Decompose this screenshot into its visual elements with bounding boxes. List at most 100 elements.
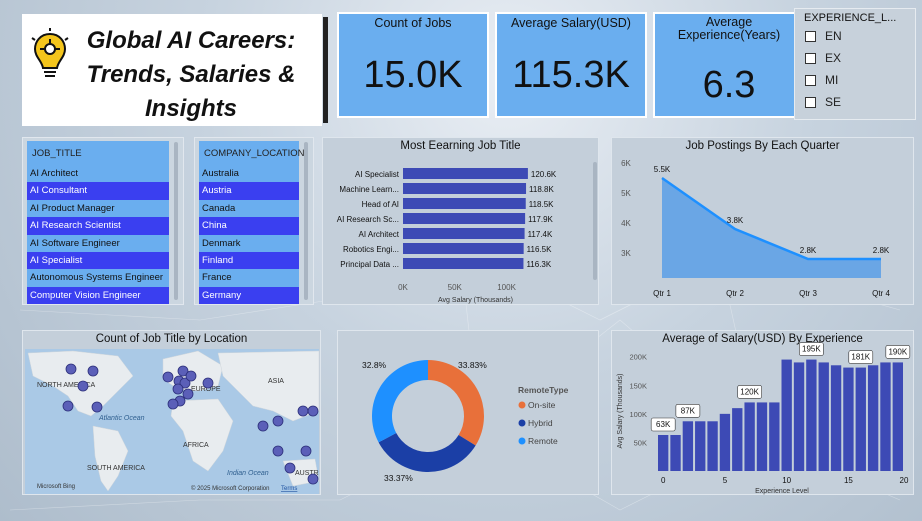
kpi-value: 15.0K <box>363 54 463 96</box>
company-location-option[interactable]: France <box>199 269 299 287</box>
company-location-option[interactable]: Germany <box>199 286 299 305</box>
column-bar <box>670 435 681 471</box>
column-bar <box>658 435 669 471</box>
job-title-slicer[interactable]: JOB_TITLE AI Architect AI Consultant AI Pr… <box>22 137 184 305</box>
title-line-3: Insights <box>144 95 237 122</box>
column-bar <box>732 408 743 471</box>
job-title-option[interactable]: AI Software Engineer <box>27 234 169 252</box>
data-label-box <box>799 342 824 356</box>
data-label-box <box>650 417 676 432</box>
slice-label-onsite: 33.83% <box>458 360 487 370</box>
company-location-option[interactable]: Finland <box>199 251 299 270</box>
map-label-south-america: SOUTH AMERICA <box>87 465 145 472</box>
x-tick-label: 100K <box>497 283 516 292</box>
bar <box>403 228 525 239</box>
job-title-option[interactable]: Computer Vision Engineer <box>27 286 169 305</box>
bar-data-label: 118.8K <box>529 185 554 194</box>
kpi-label: Count of Jobs <box>374 16 452 30</box>
slicer-option-en[interactable]: EN <box>795 26 915 46</box>
column-chart-svg: 200K 150K 100K 50K Avg Salary (Thousands) 63K… <box>617 342 911 495</box>
bar-data-label: 116.5K <box>527 245 552 254</box>
column-bar <box>880 362 891 471</box>
kpi-average-experience[interactable]: Average Experience(Years) 6.3 <box>653 12 805 118</box>
kpi-value: 115.3K <box>512 54 630 96</box>
checkbox[interactable] <box>805 96 816 108</box>
x-tick-label: 5 <box>723 476 728 485</box>
job-title-option[interactable]: AI Research Scientist <box>27 217 169 235</box>
kpi-count-of-jobs[interactable]: Count of Jobs 15.0K <box>337 12 489 118</box>
y-tick-label: 150K <box>629 381 647 390</box>
y-tick-label: 4K <box>621 219 631 228</box>
company-location-option[interactable]: Australia <box>199 165 299 183</box>
donut-slice <box>372 360 428 443</box>
checkbox[interactable] <box>805 30 816 42</box>
bar-category-label: Principal Data ... <box>340 260 399 269</box>
y-tick-label: 3K <box>621 249 631 258</box>
data-label: 3.8K <box>727 216 744 225</box>
title-line-1: Global AI Careers: <box>86 27 296 54</box>
column-bar <box>843 367 854 471</box>
column-bar <box>818 362 829 471</box>
area-fill <box>662 178 881 278</box>
x-tick-label: 0 <box>661 476 666 485</box>
y-axis-title: Avg Salary (Thousands) <box>617 374 624 449</box>
x-tick-label: Qtr 3 <box>799 289 817 298</box>
experience-level-slicer[interactable]: EXPERIENCE_L... EN EX MI SE <box>794 8 916 120</box>
area-chart-svg: 6K 5K 4K 3K 5.5K Qtr 1 3.8K Qtr 2 2.8K Qtr 3 2.8K Q… <box>621 159 890 298</box>
data-label-box <box>737 385 762 399</box>
legend-marker <box>518 401 526 409</box>
job-title-option[interactable]: Autonomous Systems Engineer <box>27 269 169 287</box>
company-location-option[interactable]: Denmark <box>199 234 299 252</box>
map-label-africa: AFRICA <box>183 442 209 449</box>
data-label: 2.8K <box>873 246 890 255</box>
map-terms-link[interactable]: Terms <box>281 486 297 492</box>
title-line-2: Trends, Salaries & <box>86 61 296 88</box>
column-bar <box>695 421 706 471</box>
bar <box>403 183 527 194</box>
job-title-option[interactable]: AI Consultant <box>27 182 169 200</box>
kpi-average-salary[interactable]: Average Salary(USD) 115.3K <box>495 12 647 118</box>
bar-category-label: AI Specialist <box>355 170 400 179</box>
column-bar <box>892 362 903 471</box>
scrollbar[interactable] <box>304 142 308 300</box>
kpi-value: 6.3 <box>702 64 756 106</box>
company-location-option[interactable]: Canada <box>199 199 299 218</box>
company-location-slicer[interactable]: COMPANY_LOCATION Australia Austria Canada C… <box>194 137 314 305</box>
y-tick-label: 50K <box>634 438 647 447</box>
column-bar <box>682 421 694 471</box>
checkbox[interactable] <box>805 74 816 86</box>
job-title-option[interactable]: AI Product Manager <box>27 199 169 218</box>
slicer-option-ex[interactable]: EX <box>795 48 915 68</box>
slicer-option-mi[interactable]: MI <box>795 70 915 90</box>
data-label: 2.8K <box>800 246 817 255</box>
bar-category-label: Machine Learn... <box>339 185 399 194</box>
column-bar <box>793 362 805 471</box>
world-map-svg[interactable]: NORTH AMERICA EUROPE ASIA Atlantic Ocean… <box>23 331 322 496</box>
option-label: SE <box>825 95 842 109</box>
x-tick-label: Qtr 2 <box>726 289 744 298</box>
chart-title: Count of Job Title by Location <box>95 333 248 345</box>
location-bubbles[interactable] <box>62 363 319 485</box>
chart-title: Job Postings By Each Quarter <box>685 140 840 152</box>
most-earning-job-title-chart[interactable]: Most Eearning Job Title AI Specialist 120… <box>322 137 599 305</box>
slicer-option-se[interactable]: SE <box>795 92 915 112</box>
column-bar <box>756 402 768 471</box>
slicer-header: JOB_TITLE <box>27 141 169 165</box>
option-label: EN <box>825 29 842 43</box>
salary-by-experience-chart[interactable]: Average of Salary(USD) By Experience 200… <box>611 330 914 495</box>
job-location-map[interactable]: Count of Job Title by Location NORTH AME… <box>22 330 321 495</box>
y-tick-label: 6K <box>621 159 631 168</box>
kpi-label: Average Salary(USD) <box>511 16 631 30</box>
map-copyright: © 2025 Microsoft Corporation <box>191 485 269 492</box>
checkbox[interactable] <box>805 52 816 64</box>
company-location-option[interactable]: Austria <box>199 182 299 200</box>
job-postings-by-quarter-chart[interactable]: Job Postings By Each Quarter 6K 5K 4K 3K 5.5… <box>611 137 914 305</box>
map-label-europe: EUROPE <box>191 386 221 393</box>
scrollbar[interactable] <box>174 142 178 300</box>
company-location-option[interactable]: China <box>199 217 299 235</box>
bar-data-label: 117.4K <box>528 230 553 239</box>
bar-category-label: Robotics Engi... <box>343 245 399 254</box>
remote-type-donut-chart[interactable]: 33.83% 33.37% 32.8% RemoteType On-site Hybrid… <box>337 330 599 495</box>
job-title-option[interactable]: AI Architect <box>27 165 169 183</box>
job-title-option[interactable]: AI Specialist <box>27 251 169 270</box>
